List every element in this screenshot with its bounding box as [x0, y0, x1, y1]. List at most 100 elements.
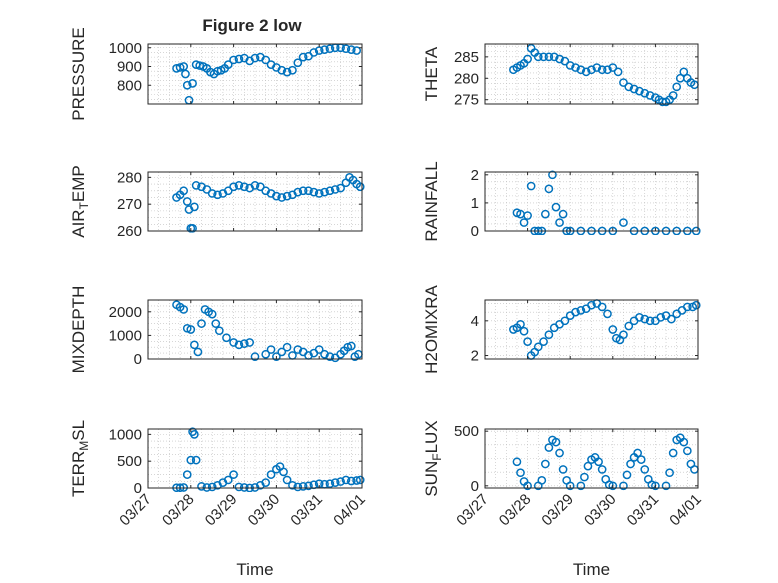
data-point — [298, 52, 308, 62]
y-axis-label: THETA — [422, 46, 441, 101]
y-tick-label: 500 — [454, 423, 479, 440]
data-point — [558, 465, 568, 474]
y-axis-label: TERRMSL — [69, 420, 91, 497]
data-point — [202, 185, 212, 194]
data-point — [640, 314, 650, 324]
x-tick-label: 03/29 — [202, 491, 241, 530]
data-point — [597, 302, 607, 312]
data-point — [635, 86, 644, 96]
data-point — [640, 465, 650, 474]
data-point — [352, 46, 361, 55]
y-tick-label: 1 — [471, 195, 479, 212]
y-axis-label: H2OMIXRA — [422, 284, 441, 373]
data-point — [190, 340, 199, 350]
x-tick-label: 03/30 — [581, 491, 620, 530]
data-point — [679, 67, 689, 77]
data-point — [608, 325, 618, 334]
figure-title: Figure 2 low — [202, 16, 302, 35]
data-point — [214, 326, 224, 336]
data-point — [533, 52, 543, 62]
data-point — [549, 52, 559, 62]
axes-box — [147, 171, 363, 232]
data-point — [234, 482, 244, 492]
data-point — [234, 54, 244, 64]
data-point — [544, 443, 554, 452]
data-point — [293, 58, 303, 68]
x-tick-label: 03/31 — [287, 491, 326, 530]
data-point — [250, 181, 260, 190]
data-point — [191, 455, 201, 465]
y-tick-label: 280 — [454, 70, 479, 87]
data-point — [539, 337, 548, 346]
data-point — [182, 470, 192, 479]
axes-box — [147, 299, 363, 360]
y-tick-label: 800 — [117, 77, 142, 94]
data-point — [576, 481, 586, 491]
data-point — [188, 79, 197, 88]
data-point — [250, 53, 260, 63]
series-markers — [172, 300, 363, 363]
series-markers — [172, 427, 365, 492]
y-tick-label: 500 — [117, 453, 142, 470]
series-markers — [512, 433, 699, 491]
data-point — [304, 481, 313, 491]
data-point — [179, 186, 189, 196]
data-point — [651, 481, 660, 491]
data-point — [250, 483, 260, 492]
y-tick-label: 2 — [471, 167, 479, 184]
data-point — [272, 191, 281, 201]
data-point — [314, 189, 324, 198]
data-point — [668, 448, 678, 458]
data-point — [346, 476, 356, 486]
data-point — [544, 330, 554, 340]
data-point — [266, 345, 276, 354]
data-point — [197, 319, 206, 328]
y-tick-label: 270 — [117, 196, 142, 213]
data-point — [202, 483, 212, 492]
data-point — [523, 337, 532, 346]
data-point — [352, 476, 361, 485]
data-point — [320, 187, 329, 197]
data-point — [624, 321, 634, 331]
data-point — [537, 476, 547, 485]
data-point — [325, 479, 335, 489]
data-point — [629, 84, 639, 94]
y-axis-label: PRESSURE — [69, 27, 88, 121]
data-point — [539, 52, 548, 62]
x-tick-label: 04/01 — [666, 491, 705, 530]
data-point — [222, 333, 231, 343]
data-point — [193, 347, 203, 357]
data-point — [656, 313, 666, 322]
data-point — [293, 482, 303, 492]
data-point — [190, 202, 199, 212]
data-point — [581, 67, 591, 77]
data-point — [207, 309, 217, 319]
data-point — [355, 182, 365, 192]
data-point — [635, 313, 644, 322]
data-point — [544, 52, 554, 62]
data-point — [191, 181, 201, 190]
y-tick-label: 2000 — [109, 304, 142, 321]
data-point — [558, 209, 568, 219]
data-point — [234, 181, 244, 190]
data-point — [587, 65, 596, 75]
y-axis-label: AIRTEMP — [69, 165, 91, 238]
data-point — [565, 61, 575, 70]
data-point — [640, 88, 650, 98]
data-point — [519, 218, 529, 227]
y-tick-label: 4 — [471, 313, 479, 330]
data-point — [239, 483, 249, 492]
data-point — [355, 475, 365, 485]
y-axis-label: MIXDEPTH — [69, 286, 88, 374]
data-point — [523, 211, 532, 220]
data-point — [279, 467, 288, 477]
axes-box — [484, 171, 699, 232]
data-point — [544, 184, 554, 194]
data-point — [580, 472, 589, 482]
data-point — [512, 457, 522, 467]
data-point — [551, 437, 561, 447]
x-tick-label: 03/27 — [453, 491, 492, 530]
x-tick-label: 03/28 — [159, 491, 198, 530]
